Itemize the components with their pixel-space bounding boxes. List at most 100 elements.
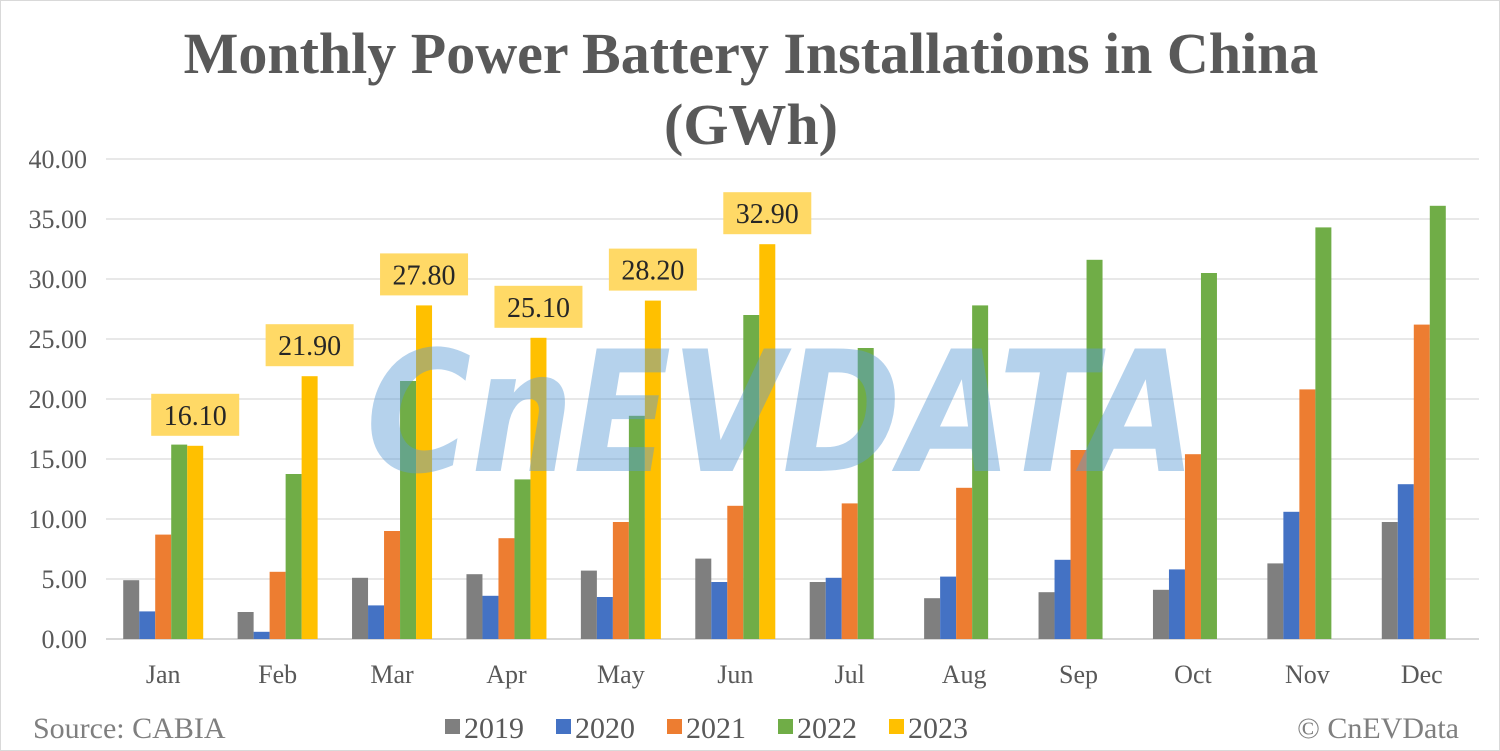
bar-2021-mar <box>384 531 401 639</box>
bar-2023-may <box>644 300 661 639</box>
bar-2019-oct <box>1152 589 1169 639</box>
bar-2020-jul <box>825 577 842 639</box>
bar-2023-apr <box>530 337 547 639</box>
legend-swatch-2019 <box>445 719 460 734</box>
bar-2022-sep <box>1086 259 1103 639</box>
x-tick-label: Nov <box>1285 660 1330 689</box>
y-tick-label: 0.00 <box>42 625 88 654</box>
legend-swatch-2021 <box>667 719 682 734</box>
data-label: 27.80 <box>393 260 456 291</box>
x-tick-label: Feb <box>258 660 297 689</box>
data-label: 25.10 <box>507 293 570 324</box>
bar-2019-jan <box>123 580 140 639</box>
x-tick-label: Jul <box>835 660 865 689</box>
bar-2022-jan <box>171 444 188 639</box>
y-tick-label: 35.00 <box>29 205 88 234</box>
bar-2019-aug <box>924 598 941 639</box>
bar-2020-apr <box>482 595 499 639</box>
bar-2022-jul <box>857 348 874 639</box>
bar-2020-dec <box>1397 484 1414 639</box>
bar-2020-oct <box>1168 569 1185 639</box>
bar-2020-mar <box>368 605 385 639</box>
bar-2019-feb <box>237 612 254 639</box>
y-tick-label: 20.00 <box>29 385 88 414</box>
x-tick-label: Oct <box>1174 660 1212 689</box>
bar-2022-aug <box>972 305 989 639</box>
bar-2019-jun <box>695 558 712 639</box>
y-tick-label: 25.00 <box>29 325 88 354</box>
copyright-note: © CnEVData <box>1297 712 1459 745</box>
bar-2021-jul <box>841 503 858 639</box>
bar-2021-jun <box>727 505 744 639</box>
bar-2023-jun <box>759 244 776 639</box>
legend-swatch-2022 <box>778 719 793 734</box>
bar-2020-sep <box>1054 559 1071 639</box>
bar-2023-jan <box>187 445 204 639</box>
bar-2021-aug <box>956 487 973 639</box>
bar-2020-nov <box>1283 511 1300 639</box>
y-tick-label: 5.00 <box>42 565 88 594</box>
bar-2022-oct <box>1200 273 1217 639</box>
data-label: 32.90 <box>736 199 799 230</box>
data-label-box <box>723 192 812 235</box>
bar-2021-may <box>612 522 629 639</box>
bar-2019-may <box>580 570 597 639</box>
y-tick-label: 15.00 <box>29 445 88 474</box>
bar-2022-may <box>628 415 645 639</box>
x-tick-label: Aug <box>942 660 987 689</box>
bar-2022-nov <box>1315 227 1332 639</box>
bar-2019-mar <box>352 577 369 639</box>
bar-2020-jan <box>139 611 156 639</box>
y-tick-label: 40.00 <box>29 145 88 174</box>
data-label-box <box>494 285 583 328</box>
data-label-box <box>151 393 240 436</box>
bar-2021-oct <box>1184 454 1201 639</box>
bar-2019-dec <box>1381 522 1398 639</box>
watermark: CnEVDATA <box>366 315 1196 511</box>
data-label: 16.10 <box>164 401 227 432</box>
bar-2020-may <box>596 597 613 639</box>
data-label-box <box>608 248 697 291</box>
chart-subtitle: (GWh) <box>664 92 838 157</box>
data-label-box <box>380 253 469 296</box>
x-tick-label: Jun <box>717 660 753 689</box>
bar-2019-sep <box>1038 592 1055 639</box>
bar-2022-jun <box>743 315 760 639</box>
bar-2021-jan <box>155 534 172 639</box>
y-tick-label: 10.00 <box>29 505 88 534</box>
bar-2020-feb <box>253 631 270 639</box>
bar-2019-nov <box>1267 563 1284 639</box>
bar-2022-feb <box>285 474 302 639</box>
legend-swatch-2023 <box>889 719 904 734</box>
legend-label-2020: 2020 <box>575 712 635 745</box>
legend-label-2019: 2019 <box>464 712 524 745</box>
bar-2023-mar <box>416 305 433 639</box>
x-tick-label: Dec <box>1401 660 1443 689</box>
bar-2021-dec <box>1413 324 1430 639</box>
chart-title: Monthly Power Battery Installations in C… <box>184 21 1319 86</box>
bar-2021-nov <box>1299 389 1316 639</box>
x-tick-label: Sep <box>1059 660 1098 689</box>
x-tick-label: May <box>597 660 645 689</box>
legend-swatch-2020 <box>556 719 571 734</box>
x-tick-label: Apr <box>486 660 527 689</box>
x-tick-label: Mar <box>370 660 414 689</box>
data-label: 21.90 <box>278 331 341 362</box>
bar-2023-feb <box>301 376 318 639</box>
y-tick-label: 30.00 <box>29 265 88 294</box>
bar-2022-mar <box>400 381 417 639</box>
x-tick-label: Jan <box>146 660 181 689</box>
bar-2021-apr <box>498 538 515 639</box>
bar-2021-sep <box>1070 450 1087 639</box>
bar-2022-dec <box>1429 205 1446 640</box>
bar-2022-apr <box>514 479 531 639</box>
legend-label-2023: 2023 <box>908 712 968 745</box>
legend-label-2021: 2021 <box>686 712 746 745</box>
data-label: 28.20 <box>621 256 684 287</box>
bar-2019-apr <box>466 574 483 639</box>
data-label-box <box>265 324 354 367</box>
bar-2020-jun <box>711 582 728 639</box>
bar-2020-aug <box>940 576 957 639</box>
